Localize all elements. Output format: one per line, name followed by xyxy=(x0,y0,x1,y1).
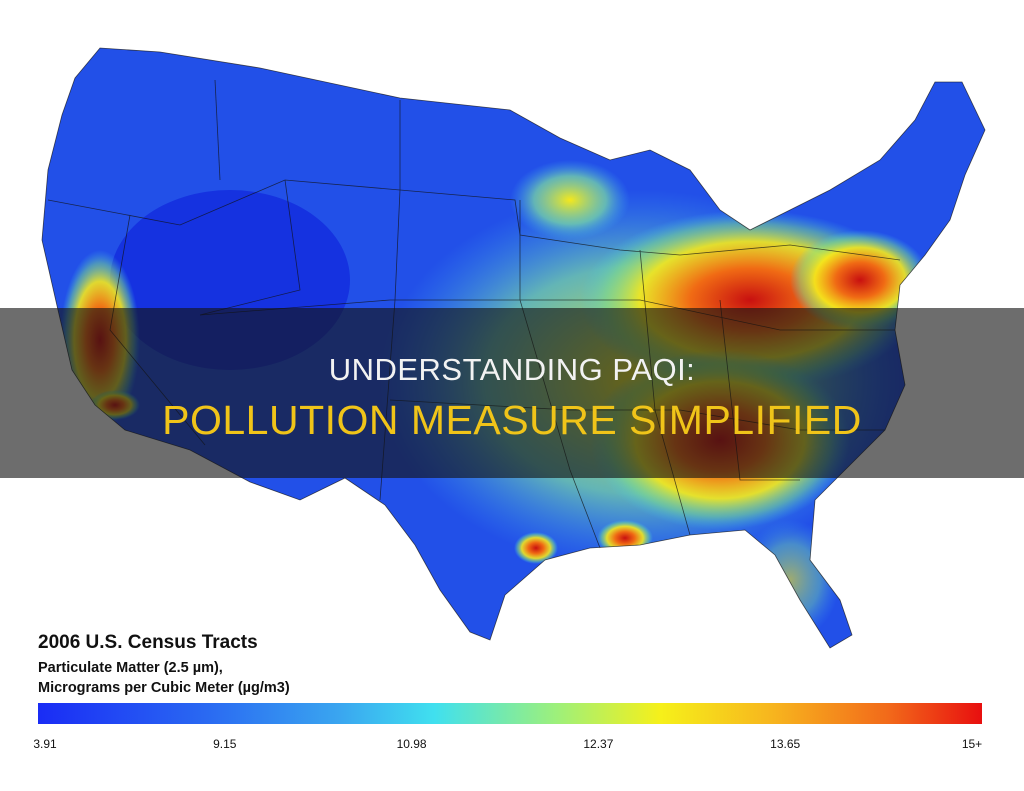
color-bar xyxy=(38,703,982,724)
tick-label: 10.98 xyxy=(396,737,427,751)
tick-label: 13.65 xyxy=(770,737,801,751)
title-band xyxy=(0,308,1024,478)
tick-label: 12.37 xyxy=(583,737,614,751)
tick-label: 9.15 xyxy=(213,737,237,751)
title-line: UNDERSTANDING PAQI: xyxy=(328,352,696,387)
legend-subtitle: Micrograms per Cubic Meter (µg/m3) xyxy=(38,680,290,696)
legend-title: 2006 U.S. Census Tracts xyxy=(38,632,258,653)
title-highlight: POLLUTION MEASURE SIMPLIFIED xyxy=(162,397,862,443)
legend-subtitle: Particulate Matter (2.5 µm), xyxy=(38,660,223,676)
tick-label: 3.91 xyxy=(33,737,57,751)
tick-label: 15+ xyxy=(961,737,983,751)
